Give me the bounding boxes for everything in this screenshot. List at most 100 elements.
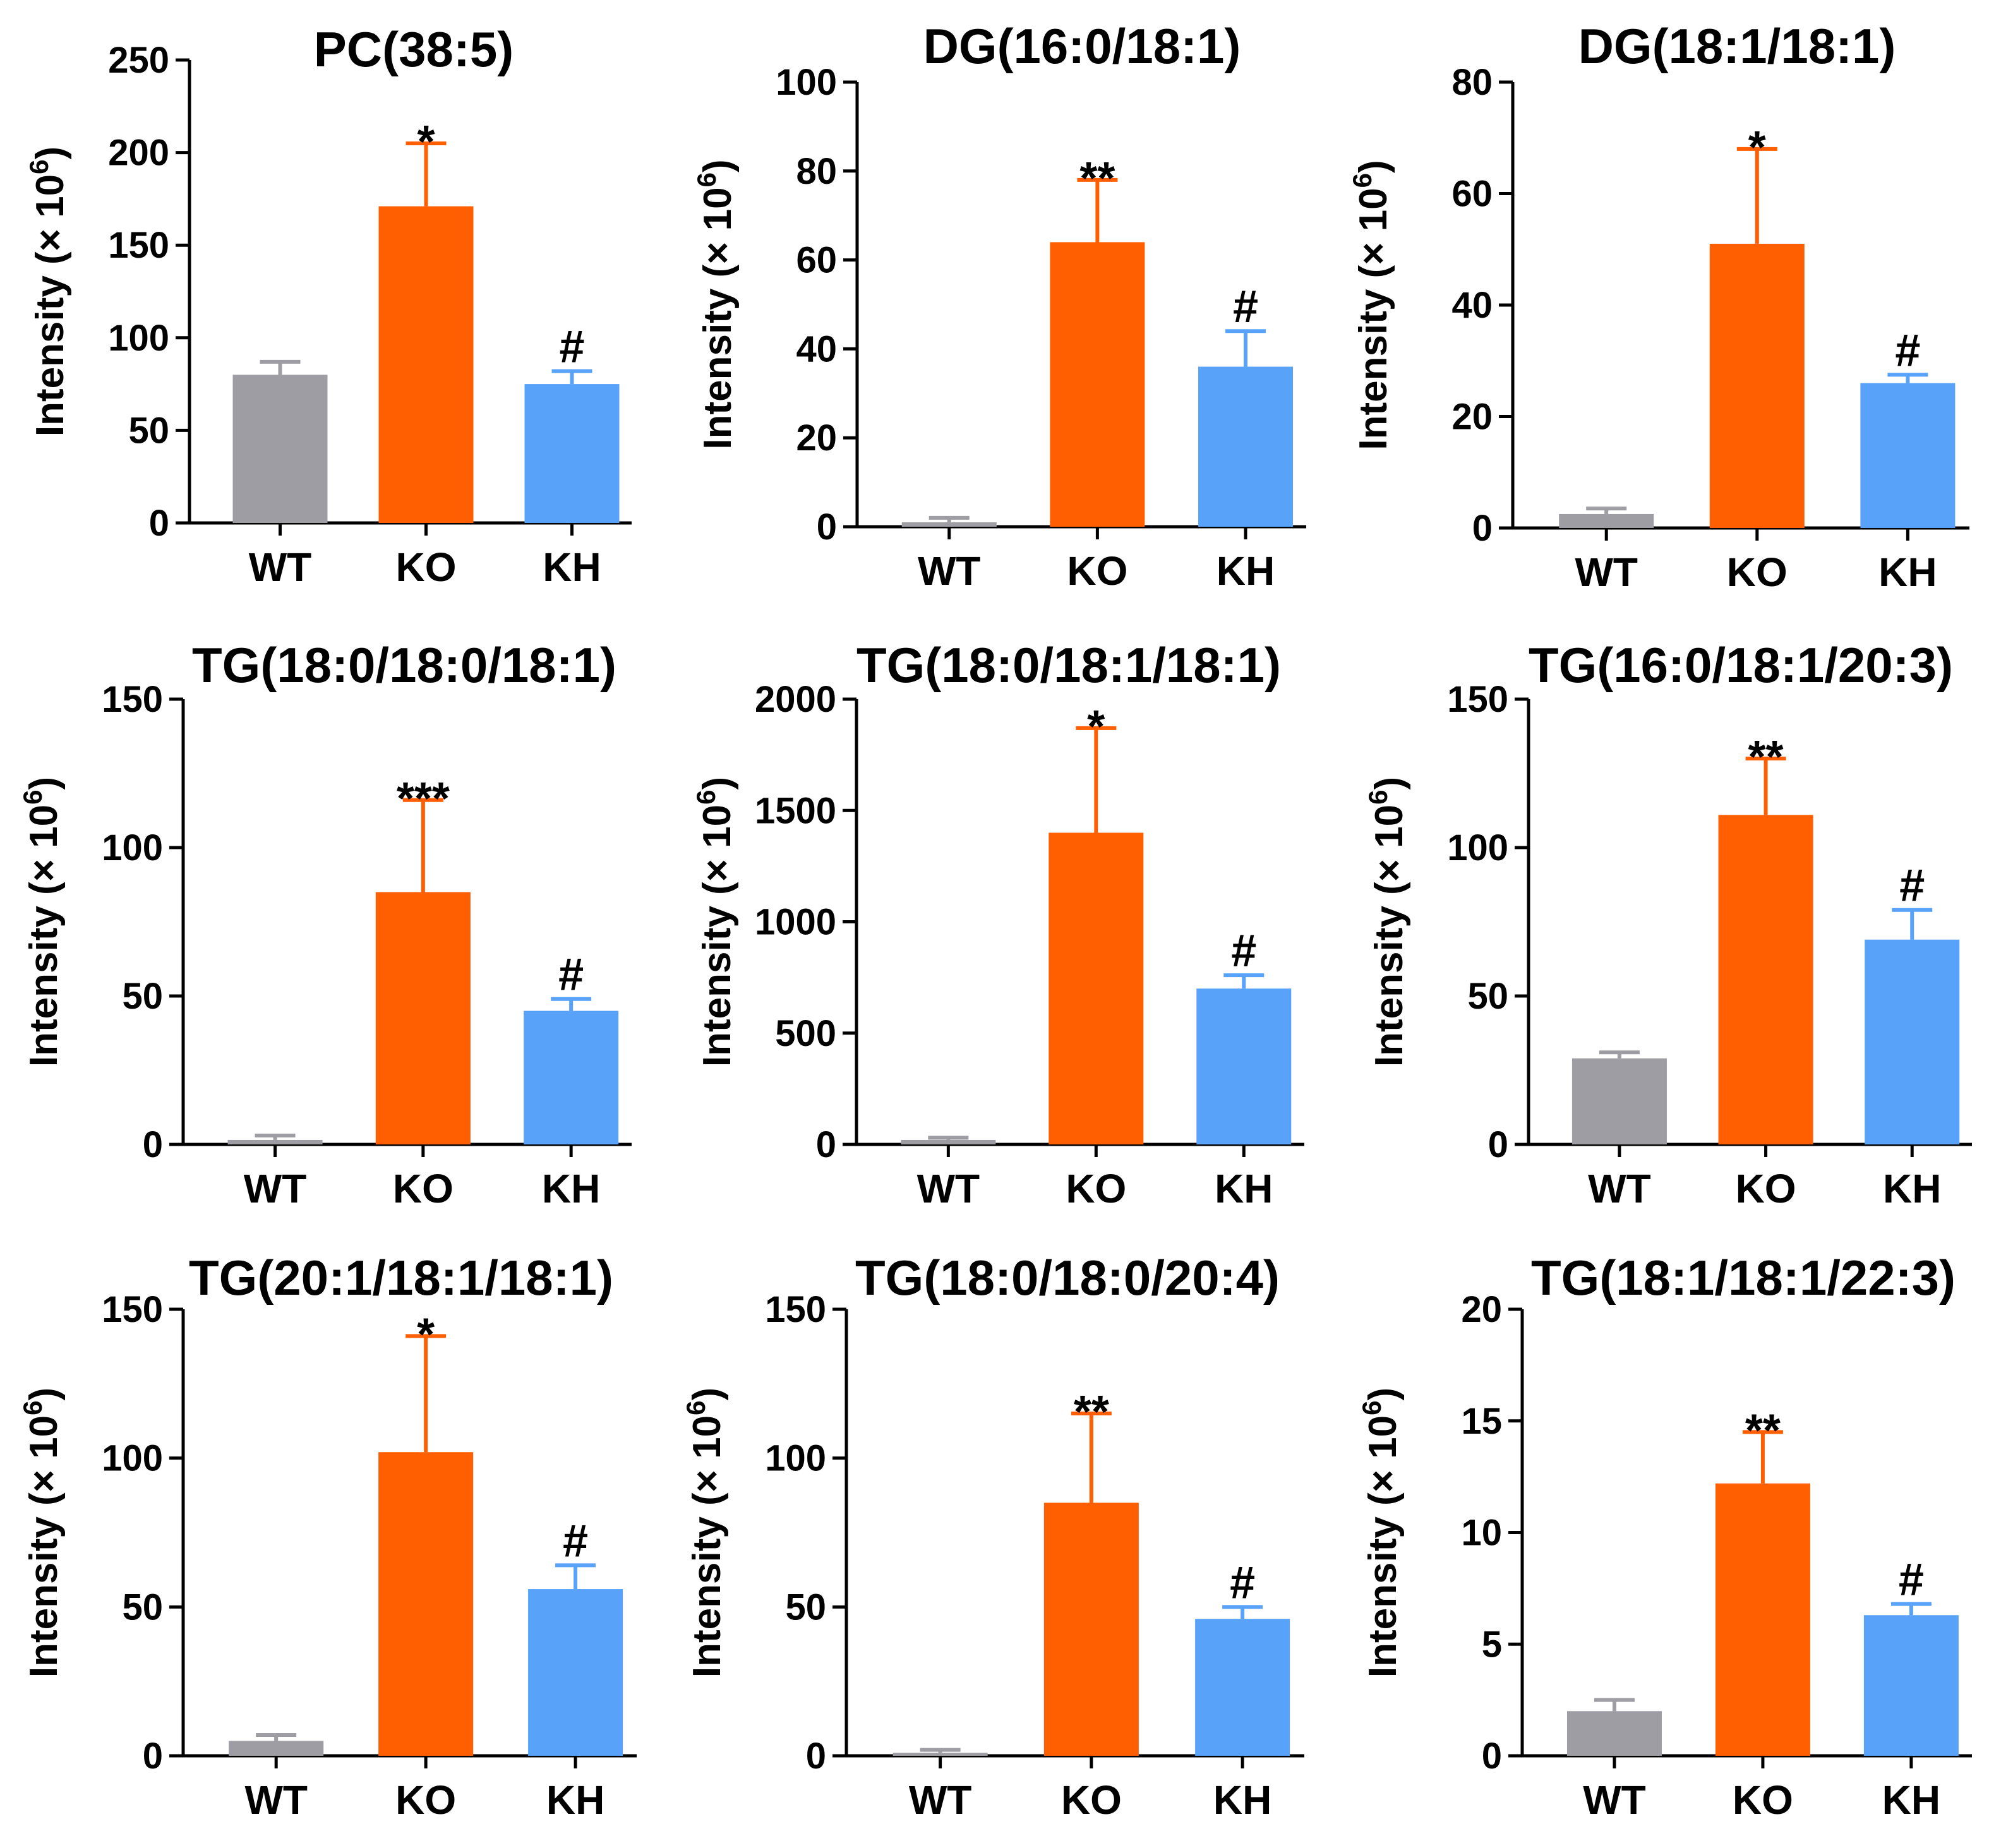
significance-label-ko: * [1748, 123, 1766, 173]
y-tick-label: 100 [108, 318, 169, 359]
x-tick-label-ko: KO [395, 1777, 456, 1823]
y-tick-label: 1500 [755, 790, 836, 831]
y-tick-label: 50 [122, 1587, 163, 1628]
bar-kh [1196, 988, 1292, 1144]
y-tick-label: 500 [775, 1013, 836, 1054]
y-tick-label: 20 [796, 417, 837, 459]
bar-kh [1865, 939, 1960, 1144]
x-tick-label-kh: KH [1882, 1777, 1940, 1823]
x-tick-label-kh: KH [543, 544, 601, 590]
significance-label-kh: # [1231, 926, 1256, 976]
y-tick-label: 100 [776, 62, 837, 103]
significance-label-kh: # [559, 322, 584, 373]
x-tick-label-ko: KO [1067, 548, 1127, 594]
significance-label-ko: * [1087, 702, 1105, 752]
x-tick-label-kh: KH [1215, 1166, 1273, 1211]
x-tick-label-kh: KH [546, 1777, 604, 1823]
chart-panel-5: TG(18:0/18:1/18:1) Intensity (× 106) 0 500 1… [691, 637, 1304, 1211]
chart-panel-4: TG(18:0/18:0/18:1) Intensity (× 106) 0 50 10… [18, 637, 632, 1211]
y-tick-label: 0 [806, 1736, 826, 1777]
chart-title: TG(18:0/18:1/18:1) [856, 637, 1281, 693]
y-tick-label: 150 [102, 679, 163, 720]
y-tick-label: 10 [1461, 1513, 1502, 1554]
y-axis-label: Intensity (× 106) [1357, 1388, 1405, 1677]
x-tick-label-ko: KO [393, 1166, 454, 1211]
chart-panel-6: TG(16:0/18:1/20:3) Intensity (× 106) 0 50 10… [1363, 637, 1972, 1211]
y-tick-label: 50 [785, 1587, 826, 1628]
chart-panel-8: TG(18:0/18:0/20:4) Intensity (× 106) 0 50 10… [681, 1250, 1304, 1823]
y-tick-label: 0 [1488, 1124, 1508, 1165]
y-tick-label: 60 [796, 240, 837, 281]
x-tick-label-wt: WT [1583, 1777, 1646, 1823]
chart-panel-3: DG(18:1/18:1) Intensity (× 106) 0 20 40 60 80 W… [1347, 18, 1969, 595]
x-tick-label-wt: WT [1575, 549, 1638, 595]
x-tick-label-wt: WT [909, 1777, 972, 1823]
x-tick-label-wt: WT [244, 1166, 307, 1211]
y-axis-label: Intensity (× 106) [1347, 160, 1395, 450]
chart-title: TG(18:1/18:1/22:3) [1531, 1250, 1956, 1305]
y-axis-label: Intensity (× 106) [18, 1388, 66, 1677]
y-tick-label: 150 [765, 1289, 826, 1330]
y-tick-label: 150 [108, 225, 169, 266]
significance-label-kh: # [1233, 282, 1258, 332]
x-tick-label-kh: KH [1878, 549, 1937, 595]
x-tick-label-wt: WT [244, 1777, 308, 1823]
bar-ko [378, 206, 474, 523]
y-tick-label: 150 [102, 1289, 163, 1330]
significance-label-ko: *** [397, 774, 450, 824]
bar-ko [1043, 1503, 1139, 1756]
y-tick-label: 0 [1482, 1736, 1502, 1777]
x-tick-label-kh: KH [542, 1166, 600, 1211]
y-tick-label: 20 [1451, 397, 1493, 438]
y-axis-label: Intensity (× 106) [24, 147, 72, 436]
bar-ko [1709, 243, 1805, 528]
bar-wt [1571, 1058, 1667, 1144]
y-tick-label: 15 [1461, 1401, 1502, 1442]
y-tick-label: 0 [143, 1124, 163, 1165]
bar-kh [528, 1589, 623, 1756]
x-tick-label-ko: KO [1727, 549, 1788, 595]
bar-kh [1863, 1615, 1959, 1756]
chart-panel-1: PC(38:5) Intensity (× 106) 0 50 100 150 200 250… [24, 21, 632, 590]
chart-panel-7: TG(20:1/18:1/18:1) Intensity (× 106) 0 50 10… [18, 1250, 637, 1823]
significance-label-ko: ** [1748, 732, 1784, 783]
y-tick-label: 50 [122, 976, 163, 1017]
y-axis-label: Intensity (× 106) [692, 159, 740, 449]
y-tick-label: 60 [1451, 174, 1493, 215]
x-tick-label-ko: KO [1736, 1166, 1796, 1211]
significance-label-kh: # [1895, 325, 1920, 376]
bar-wt [232, 375, 328, 523]
significance-label-kh: # [563, 1516, 588, 1566]
significance-label-ko: ** [1079, 153, 1115, 204]
significance-label-kh: # [1230, 1557, 1255, 1608]
chart-title: PC(38:5) [314, 21, 514, 77]
y-tick-label: 0 [143, 1736, 163, 1777]
bar-wt [229, 1741, 324, 1756]
x-tick-label-wt: WT [1588, 1166, 1651, 1211]
bar-wt [892, 1753, 988, 1756]
bar-wt [901, 1139, 996, 1144]
bar-kh [524, 1011, 619, 1144]
y-tick-label: 5 [1482, 1624, 1502, 1665]
y-tick-label: 50 [1467, 976, 1508, 1017]
chart-panel-9: TG(18:1/18:1/22:3) Intensity (× 106) 0 5 10 1… [1357, 1250, 1972, 1823]
bar-wt [901, 522, 997, 527]
chart-title: TG(16:0/18:1/20:3) [1529, 637, 1953, 693]
x-tick-label-ko: KO [1061, 1777, 1122, 1823]
y-tick-label: 0 [149, 503, 169, 544]
significance-label-ko: ** [1745, 1405, 1781, 1456]
y-tick-label: 150 [1447, 679, 1508, 720]
y-tick-label: 100 [765, 1438, 826, 1479]
bar-ko [1715, 1483, 1810, 1756]
chart-title: DG(18:1/18:1) [1578, 18, 1896, 74]
bar-ko [1050, 242, 1145, 527]
y-axis-label: Intensity (× 106) [691, 777, 739, 1067]
y-axis-label: Intensity (× 106) [681, 1388, 729, 1677]
y-tick-label: 80 [1451, 62, 1493, 103]
y-tick-label: 2000 [755, 679, 836, 720]
bar-wt [1559, 513, 1654, 528]
x-tick-label-wt: WT [917, 1166, 980, 1211]
y-tick-label: 20 [1461, 1289, 1502, 1330]
chart-title: TG(18:0/18:0/20:4) [855, 1250, 1280, 1305]
